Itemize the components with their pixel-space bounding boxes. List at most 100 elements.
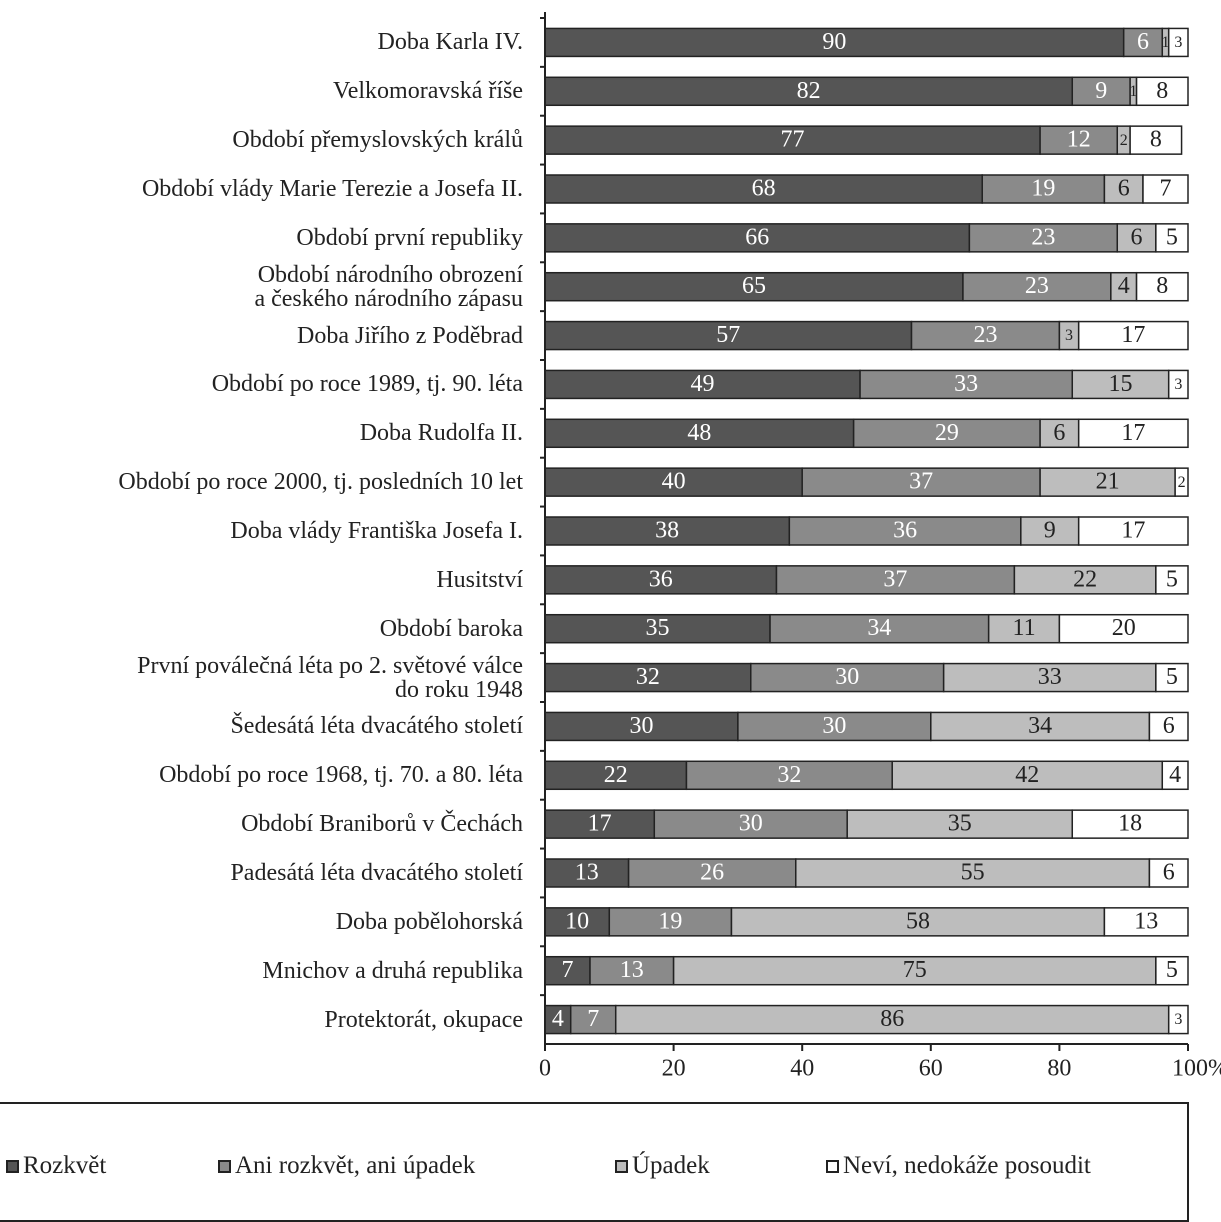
data-label: 49 (691, 371, 715, 397)
bar-segment (987, 613, 1061, 644)
y-tick-label: Doba Rudolfa II. (359, 420, 523, 447)
data-label: 4 (1118, 273, 1130, 299)
data-label: 7 (587, 1006, 599, 1032)
bar-segment (1077, 320, 1189, 351)
plot: 90 6 1 382 9 1 877 12 2 868 19 6 766 23 6 565 23 4 857 23 3 1… (539, 12, 1221, 1082)
legend-label: Ani rozkvět, ani úpadek (235, 1152, 476, 1179)
bar-segment (1077, 516, 1189, 546)
data-label: 30 (629, 713, 653, 739)
bar-segment (544, 418, 855, 449)
data-label: 3 (1174, 34, 1182, 51)
data-label: 77 (781, 127, 805, 153)
data-label: 36 (893, 518, 917, 544)
data-label: 3 (1065, 327, 1073, 344)
data-label: 65 (742, 273, 766, 299)
bar-segment (1148, 711, 1189, 742)
y-tick-label: Doba vlády Františka Josefa I. (230, 518, 523, 544)
data-label: 58 (906, 908, 930, 934)
y-tick-label: Padesátá léta dvacátého století (230, 860, 523, 886)
data-label: 37 (909, 469, 933, 495)
bar-segment (544, 613, 771, 644)
bar-segment (1116, 223, 1157, 253)
data-label: 36 (649, 566, 673, 592)
bar-segment (1167, 369, 1189, 400)
bar-segment (589, 955, 675, 986)
data-label: 8 (1156, 273, 1168, 299)
data-label: 6 (1163, 713, 1175, 739)
bar-segment (968, 223, 1119, 253)
y-tick-label: Období baroka (379, 615, 523, 642)
data-label: 12 (1067, 127, 1091, 153)
bar-segment (1110, 271, 1138, 302)
data-label: 6 (1118, 176, 1130, 202)
data-label: 22 (1073, 566, 1097, 592)
data-label: 33 (954, 371, 978, 397)
data-label: 9 (1095, 78, 1107, 104)
bar-segment (859, 369, 1074, 400)
bar-segment (544, 271, 964, 302)
data-label: 29 (935, 420, 959, 446)
bar-segment (846, 809, 1074, 839)
data-label: 23 (1025, 273, 1049, 299)
bar-segment (801, 467, 1041, 497)
data-label: 6 (1131, 224, 1143, 250)
bar-segment (1071, 809, 1189, 839)
bar-segment (1013, 565, 1157, 595)
y-tick-label: Husitství (436, 566, 523, 593)
x-tick-label: 60 (919, 1056, 943, 1082)
bar-segment (1167, 1004, 1189, 1035)
bar-segment (1129, 125, 1183, 155)
data-label: 7 (1159, 176, 1171, 202)
bar-segment (1174, 467, 1189, 497)
bar-segment (1148, 858, 1189, 888)
data-label: 17 (588, 811, 612, 837)
data-label: 90 (822, 29, 846, 55)
data-label: 32 (777, 762, 801, 788)
data-label: 4 (1169, 762, 1181, 788)
bar-segment (1135, 271, 1189, 302)
data-label: 42 (1015, 762, 1039, 788)
data-label: 22 (604, 762, 628, 788)
data-label: 57 (716, 322, 740, 348)
bar-segment (544, 858, 630, 888)
bar-segment (544, 565, 778, 595)
bar-segment (737, 711, 932, 742)
data-label: 6 (1053, 420, 1065, 446)
x-tick-label: 40 (790, 1056, 814, 1082)
data-label: 23 (973, 322, 997, 348)
bar-segment (1167, 27, 1189, 58)
bar-segment (544, 711, 739, 742)
y-tick-label: Protektorát, okupace (324, 1006, 523, 1033)
data-label: 23 (1031, 224, 1055, 250)
data-label: 9 (1044, 518, 1056, 544)
x-tick-label: 0 (539, 1056, 551, 1082)
legend-item: Neví, nedokáže posoudit (826, 1152, 1091, 1180)
bar-segment (1103, 174, 1144, 204)
data-label: 48 (687, 420, 711, 446)
y-tick-label: Období národního obrození a českého náro… (254, 261, 523, 312)
legend-label: Neví, nedokáže posoudit (843, 1152, 1091, 1179)
legend-swatch (826, 1159, 839, 1173)
x-tick-label: 20 (662, 1056, 686, 1082)
data-label: 6 (1137, 29, 1149, 55)
bar-segment (653, 809, 848, 839)
data-label: 33 (1038, 664, 1062, 690)
data-label: 68 (752, 176, 776, 202)
data-label: 30 (835, 664, 859, 690)
legend-label: Rozkvět (23, 1152, 107, 1179)
bar-segment (544, 174, 983, 204)
data-label: 13 (575, 860, 599, 886)
data-label: 2 (1120, 132, 1128, 149)
data-label: 34 (867, 615, 891, 641)
y-tick-label: Období Braniborů v Čechách (241, 811, 523, 838)
data-label: 17 (1121, 322, 1145, 348)
data-label: 8 (1150, 127, 1162, 153)
bar-segment (788, 516, 1022, 546)
bar-segment (795, 858, 1151, 888)
bar-segment (852, 418, 1041, 449)
y-tick-label: Období první republiky (296, 224, 523, 251)
y-tick-label: Doba pobělohorská (335, 908, 523, 935)
data-label: 30 (822, 713, 846, 739)
y-tick-label: Období přemyslovských králů (232, 127, 523, 154)
